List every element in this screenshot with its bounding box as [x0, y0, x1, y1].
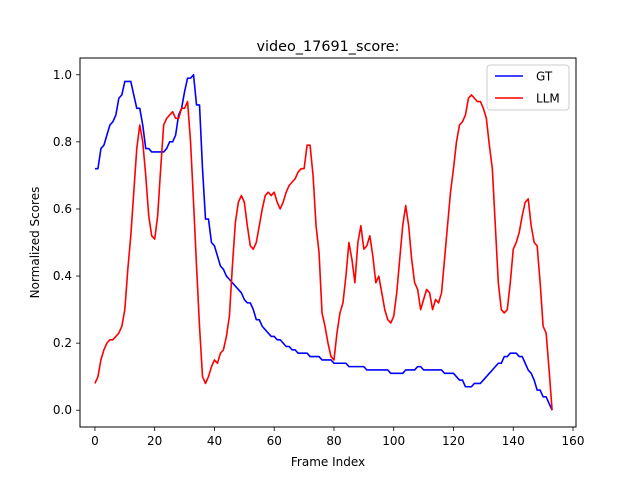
legend-label-llm: LLM	[536, 92, 560, 106]
series-line-gt	[94, 73, 553, 411]
y-axis-ticks: 0.0 0.2 0.4 0.6 0.8 1.0	[53, 68, 80, 417]
x-tick-label: 160	[562, 434, 585, 448]
x-axis-ticks: 0 20 40 60 80 100 120 140 160	[91, 427, 584, 448]
x-tick-label: 140	[502, 434, 525, 448]
y-tick-label: 0.4	[53, 269, 72, 283]
y-tick-label: 0.2	[53, 336, 72, 350]
y-tick-label: 0.6	[53, 202, 72, 216]
y-tick-label: 0.0	[53, 403, 72, 417]
x-tick-label: 80	[326, 434, 341, 448]
series-line-llm	[94, 94, 553, 411]
series-layer	[94, 73, 553, 411]
legend: GT LLM	[486, 64, 570, 111]
x-tick-label: 20	[147, 434, 162, 448]
chart-title: video_17691_score:	[257, 39, 400, 55]
x-tick-label: 120	[442, 434, 465, 448]
x-axis-label: Frame Index	[291, 455, 365, 469]
x-tick-label: 0	[91, 434, 99, 448]
y-tick-label: 1.0	[53, 68, 72, 82]
x-tick-label: 60	[267, 434, 282, 448]
x-tick-label: 40	[207, 434, 222, 448]
axes-frame	[79, 57, 577, 428]
x-tick-label: 100	[382, 434, 405, 448]
y-tick-label: 0.8	[53, 135, 72, 149]
y-axis-label: Normalized Scores	[28, 187, 42, 299]
legend-label-gt: GT	[536, 70, 553, 84]
